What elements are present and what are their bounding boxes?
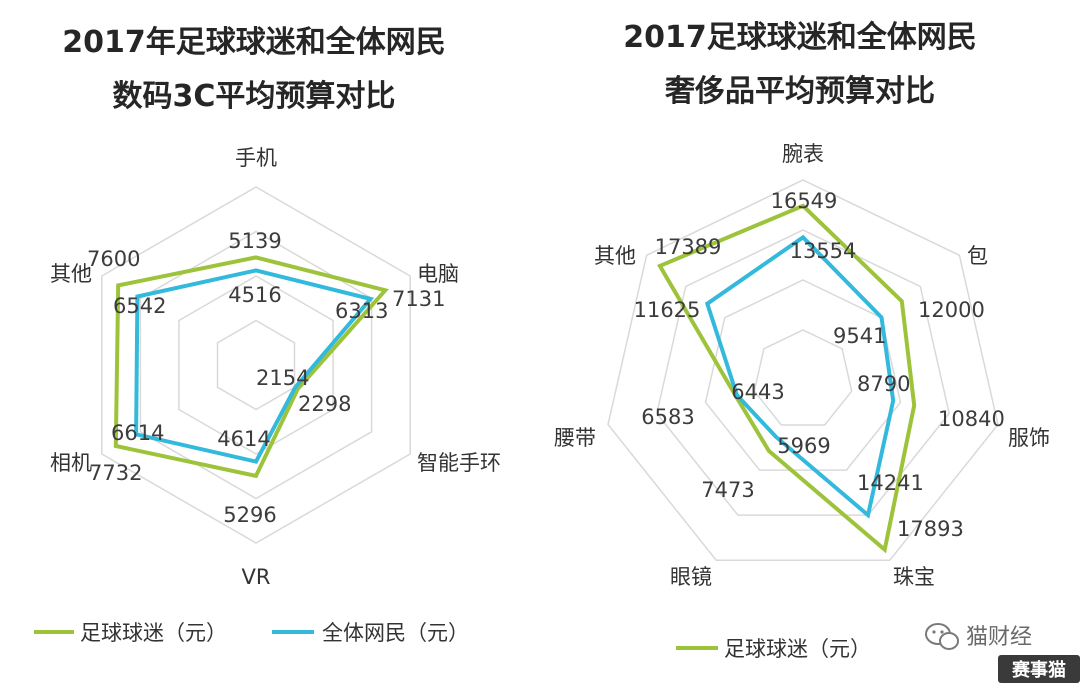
left-grid-ring xyxy=(216,319,296,411)
axis-label-jewelry: 珠宝 xyxy=(893,565,935,589)
data-label-fans-bag: 12000 xyxy=(918,298,985,322)
axis-label-other: 其他 xyxy=(594,244,636,268)
right-grid-ring xyxy=(655,229,951,516)
radar-chart-luxury: 2017足球球迷和全体网民 奢侈品平均预算对比 腕表 包 服饰 珠宝 眼镜 腰带… xyxy=(554,20,1050,661)
data-label-all-computer: 6313 xyxy=(335,299,388,323)
axis-label-apparel: 服饰 xyxy=(1008,426,1050,450)
chart-title-line2: 奢侈品平均预算对比 xyxy=(665,74,935,109)
watermark-text: 猫财经 xyxy=(966,625,1032,650)
right-grid-ring xyxy=(753,329,853,426)
watermark: 猫财经 赛事猫 xyxy=(925,623,1080,683)
data-label-fans-camera: 7732 xyxy=(89,461,142,485)
data-label-all-vr: 4614 xyxy=(217,427,270,451)
axis-label-phone: 手机 xyxy=(235,146,277,170)
data-label-fans-jewelry: 17893 xyxy=(897,517,964,541)
data-label-all-apparel: 8790 xyxy=(857,372,910,396)
data-label-fans-glasses: 7473 xyxy=(701,478,754,502)
data-label-fans-belt: 6583 xyxy=(641,405,694,429)
axis-label-smart-band: 智能手环 xyxy=(417,451,501,475)
data-label-all-other: 6542 xyxy=(113,294,166,318)
right-grid-ring xyxy=(607,179,999,561)
left-series-fans-line xyxy=(113,255,389,479)
data-label-fans-computer: 7131 xyxy=(392,287,445,311)
chart-title-line1: 2017足球球迷和全体网民 xyxy=(623,20,977,55)
data-label-all-other: 11625 xyxy=(634,298,701,322)
left-series-all-line xyxy=(134,268,375,464)
data-label-fans-other: 7600 xyxy=(87,247,140,271)
data-label-fans-vr: 5296 xyxy=(223,503,276,527)
legend: 足球球迷（元） xyxy=(676,637,871,661)
axis-label-watch: 腕表 xyxy=(782,142,824,166)
data-label-all-smart-band: 2154 xyxy=(256,366,309,390)
legend-label-fans: 足球球迷（元） xyxy=(724,637,871,661)
data-label-all-jewelry: 14241 xyxy=(857,471,924,495)
axis-label-camera: 相机 xyxy=(50,451,92,475)
data-label-all-glasses: 5969 xyxy=(777,434,830,458)
data-label-all-watch: 13554 xyxy=(790,239,857,263)
data-label-fans-apparel: 10840 xyxy=(938,407,1005,431)
axis-label-bag: 包 xyxy=(967,244,988,268)
axis-label-other: 其他 xyxy=(50,262,92,286)
legend-label-fans: 足球球迷（元） xyxy=(80,621,227,645)
watermark-badge-bg xyxy=(998,655,1080,683)
axis-label-glasses: 眼镜 xyxy=(670,565,712,589)
watermark-badge: 赛事猫 xyxy=(1011,659,1066,681)
left-grid-ring xyxy=(101,186,411,544)
right-series-all-line xyxy=(704,234,896,519)
data-label-all-belt: 6443 xyxy=(731,380,784,404)
axis-label-belt: 腰带 xyxy=(554,426,596,450)
data-label-fans-watch: 16549 xyxy=(771,189,838,213)
chart-title-line2: 数码3C平均预算对比 xyxy=(113,79,396,114)
legend: 足球球迷（元） 全体网民（元） xyxy=(34,621,469,645)
data-label-all-camera: 6614 xyxy=(111,421,164,445)
radar-chart-digital-3c: 2017年足球球迷和全体网民 数码3C平均预算对比 手机 电脑 智能手环 VR … xyxy=(34,25,501,645)
legend-label-all: 全体网民（元） xyxy=(322,621,469,645)
data-label-all-phone: 4516 xyxy=(228,283,281,307)
right-series-fans-line xyxy=(657,203,917,554)
data-label-fans-phone: 5139 xyxy=(228,229,281,253)
data-label-fans-other: 17389 xyxy=(655,235,722,259)
data-label-all-bag: 9541 xyxy=(833,324,886,348)
chart-title-line1: 2017年足球球迷和全体网民 xyxy=(62,25,446,60)
wechat-icon xyxy=(925,623,959,650)
data-label-fans-smart-band: 2298 xyxy=(298,392,351,416)
axis-label-computer: 电脑 xyxy=(417,262,459,286)
left-grid-ring xyxy=(178,275,334,455)
axis-label-vr: VR xyxy=(242,565,271,589)
